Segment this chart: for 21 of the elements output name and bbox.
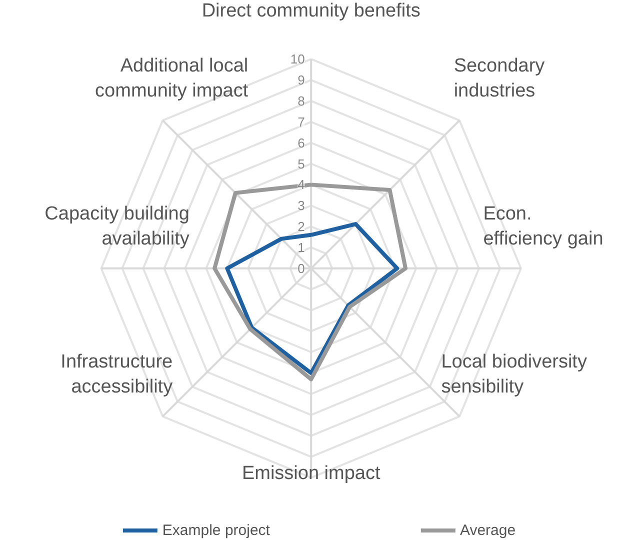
- legend-label: Average: [460, 522, 516, 538]
- y-tick-label: 10: [290, 52, 305, 67]
- y-tick-label: 3: [298, 198, 305, 214]
- y-tick-label: 2: [298, 219, 305, 234]
- spoke-label: Econ. efficiency gain: [483, 203, 604, 250]
- legend-label: Example project: [162, 522, 270, 538]
- spoke-label: Secondary industries: [454, 55, 546, 102]
- spoke-label: Infrastructure accessibility: [60, 351, 174, 398]
- y-tick-label: 9: [298, 72, 305, 88]
- spoke-label: Emission impact: [242, 463, 381, 484]
- spoke-label: Direct community benefits: [202, 0, 420, 22]
- spoke-label: Capacity building availability: [44, 203, 190, 250]
- y-tick-label: 4: [298, 177, 305, 192]
- y-tick-label: 6: [298, 135, 305, 150]
- y-tick-label: 7: [298, 114, 305, 130]
- spoke-label: Local biodiversity sensibility: [441, 351, 588, 398]
- spoke-label: Additional local community impact: [95, 55, 249, 102]
- y-tick-label: 5: [298, 156, 305, 172]
- y-tick-label: 8: [298, 93, 305, 108]
- y-tick-label: 1: [298, 240, 305, 255]
- y-tick-label: 0: [298, 260, 305, 276]
